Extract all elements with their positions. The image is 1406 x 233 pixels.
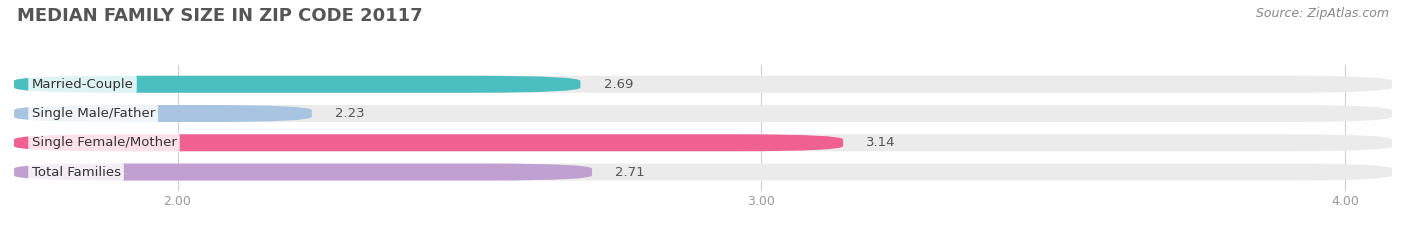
FancyBboxPatch shape (14, 134, 1392, 151)
Text: 3.14: 3.14 (866, 136, 896, 149)
Text: Single Male/Father: Single Male/Father (31, 107, 155, 120)
Text: 2.69: 2.69 (603, 78, 633, 91)
FancyBboxPatch shape (14, 105, 1392, 122)
FancyBboxPatch shape (14, 164, 592, 181)
FancyBboxPatch shape (14, 76, 581, 93)
Text: 2.71: 2.71 (616, 165, 645, 178)
Text: Single Female/Mother: Single Female/Mother (31, 136, 176, 149)
Text: 2.23: 2.23 (335, 107, 364, 120)
Text: Source: ZipAtlas.com: Source: ZipAtlas.com (1256, 7, 1389, 20)
Text: Married-Couple: Married-Couple (31, 78, 134, 91)
Text: MEDIAN FAMILY SIZE IN ZIP CODE 20117: MEDIAN FAMILY SIZE IN ZIP CODE 20117 (17, 7, 422, 25)
FancyBboxPatch shape (14, 105, 312, 122)
FancyBboxPatch shape (14, 76, 1392, 93)
Text: Total Families: Total Families (31, 165, 121, 178)
FancyBboxPatch shape (14, 164, 1392, 181)
FancyBboxPatch shape (14, 134, 844, 151)
